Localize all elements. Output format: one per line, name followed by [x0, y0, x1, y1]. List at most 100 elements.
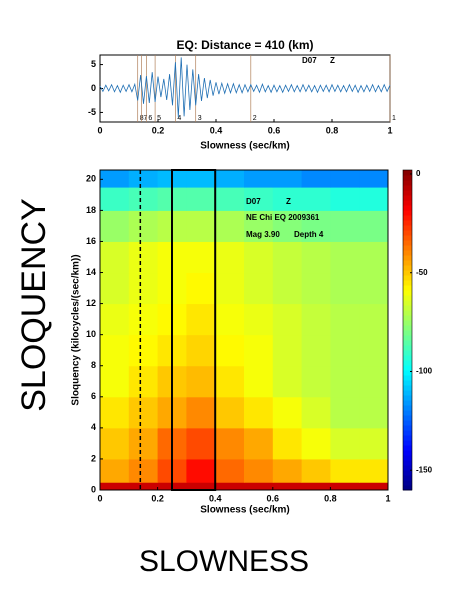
colorbar-segment	[403, 200, 412, 206]
cell	[100, 482, 130, 491]
phase-label: 3	[198, 115, 202, 122]
x-axis-label: Slowness (sec/km)	[200, 505, 289, 516]
colorbar-segment	[403, 460, 412, 466]
colorbar-frame	[402, 169, 413, 491]
cell	[186, 303, 216, 336]
colorbar-segment	[403, 330, 412, 336]
cell	[128, 187, 159, 211]
cell	[128, 272, 159, 305]
colorbar-segment	[403, 220, 412, 226]
cell	[301, 334, 331, 367]
cell	[244, 272, 274, 305]
cell	[272, 334, 303, 367]
colorbar-segment	[403, 340, 412, 346]
cell	[359, 187, 389, 211]
annotation: D07	[246, 197, 261, 206]
colorbar-segment	[403, 350, 412, 356]
cell	[100, 210, 130, 242]
cell	[330, 170, 360, 188]
colorbar-segment	[403, 250, 412, 256]
cell	[330, 334, 360, 367]
plot-frame	[99, 169, 389, 491]
colorbar-segment	[403, 195, 412, 201]
colorbar-segment	[403, 465, 412, 471]
cell	[186, 396, 216, 429]
cell	[244, 458, 274, 483]
colorbar-segment	[403, 335, 412, 341]
colorbar-segment	[403, 265, 412, 271]
colorbar-segment	[403, 205, 412, 211]
cell	[359, 241, 389, 274]
colorbar-segment	[403, 230, 412, 236]
cell	[359, 427, 389, 460]
colorbar-segment	[403, 245, 412, 251]
cell	[128, 210, 159, 242]
x-tick-label: 0	[97, 125, 102, 135]
y-axis-label: Sloquency (kilocycles/(sec/km))	[71, 254, 82, 405]
cell	[359, 272, 389, 305]
cell	[330, 241, 360, 274]
cell	[100, 396, 130, 429]
colorbar-segment	[403, 445, 412, 451]
cell	[186, 365, 216, 398]
cell	[186, 427, 216, 460]
colorbar-segment	[403, 375, 412, 381]
colorbar-segment	[403, 385, 412, 391]
annotation: Z	[286, 197, 291, 206]
colorbar-segment	[403, 295, 412, 301]
annotation: Depth 4	[294, 230, 324, 239]
colorbar-segment	[403, 170, 412, 176]
cell	[244, 170, 274, 188]
cell	[272, 170, 303, 188]
cell	[215, 187, 245, 211]
colorbar-segment	[403, 355, 412, 361]
cell	[244, 396, 274, 429]
cell	[100, 458, 130, 483]
y-tick-label: 4	[91, 422, 96, 432]
colorbar-segment	[403, 435, 412, 441]
cell	[359, 334, 389, 367]
cell	[215, 482, 245, 491]
colorbar-segment	[403, 440, 412, 446]
cell	[272, 303, 303, 336]
cell	[244, 187, 274, 211]
bottom-label: SLOWNESS	[139, 545, 309, 578]
colorbar-segment	[403, 190, 412, 196]
colorbar-tick-label: 0	[416, 169, 421, 178]
cell	[301, 303, 331, 336]
cell	[215, 458, 245, 483]
cell	[301, 458, 331, 483]
colorbar-segment	[403, 360, 412, 366]
colorbar-tick-label: -50	[416, 268, 428, 277]
cell	[359, 170, 389, 188]
colorbar-segment	[403, 390, 412, 396]
x-tick-label: 0.2	[151, 493, 164, 503]
cell	[272, 396, 303, 429]
phase-label: 1	[392, 115, 396, 122]
annotation: NE Chi EQ 2009361	[246, 213, 320, 222]
cell	[244, 241, 274, 274]
cell	[215, 241, 245, 274]
plot-area	[99, 54, 391, 123]
cell	[330, 272, 360, 305]
cell	[100, 365, 130, 398]
cell	[359, 396, 389, 429]
cell	[186, 482, 216, 491]
cell	[244, 210, 274, 242]
colorbar-segment	[403, 425, 412, 431]
station-label: D07	[302, 56, 317, 65]
colorbar-segment	[403, 280, 412, 286]
cell	[272, 187, 303, 211]
colorbar-segment	[403, 430, 412, 436]
cell	[244, 482, 274, 491]
highlight-box	[171, 169, 217, 491]
cell	[272, 427, 303, 460]
phase-label: 5	[157, 115, 161, 122]
cell	[330, 396, 360, 429]
cell	[215, 272, 245, 305]
y-tick-label: 8	[91, 360, 96, 370]
colorbar-segment	[403, 235, 412, 241]
colorbar-segment	[403, 215, 412, 221]
colorbar-tick-label: -100	[416, 367, 433, 376]
